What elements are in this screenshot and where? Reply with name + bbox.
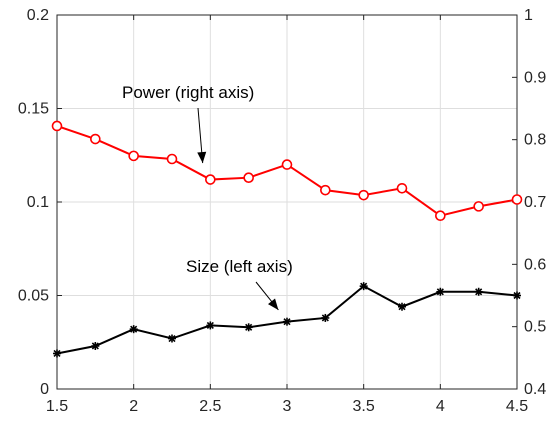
power-point — [473, 201, 484, 212]
annotation-size-arrow — [255, 281, 279, 311]
right-tick-label: 0.4 — [524, 381, 546, 398]
arrow-head — [197, 151, 207, 164]
size-point — [168, 334, 176, 343]
left-tick-label: 0.05 — [18, 288, 49, 305]
annotation-power: Power (right axis) — [122, 83, 254, 102]
left-tick-label: 0.1 — [27, 194, 49, 211]
right-tick-label: 0.9 — [524, 69, 546, 86]
power-point — [320, 184, 331, 196]
power-series — [51, 120, 523, 222]
size-point — [206, 321, 215, 330]
size-point — [283, 317, 291, 326]
power-point — [396, 182, 408, 194]
asterisk-stroke — [398, 303, 406, 311]
asterisk-stroke — [436, 288, 444, 296]
right-tick-label: 0.8 — [524, 132, 546, 149]
asterisk-stroke — [360, 282, 368, 290]
power-point — [128, 150, 139, 162]
asterisk-stroke — [475, 288, 483, 296]
power-point — [243, 172, 254, 183]
x-tick-label: 3.5 — [353, 398, 375, 415]
size-point — [53, 349, 61, 358]
x-tick-label: 4 — [436, 398, 445, 415]
left-tick-label: 0.2 — [27, 7, 49, 24]
size-point — [436, 287, 445, 296]
asterisk-stroke — [168, 334, 176, 343]
size-point — [321, 313, 330, 322]
asterisk-stroke — [321, 314, 329, 322]
power-point — [511, 194, 523, 205]
size-point — [513, 291, 521, 300]
x-tick-label: 4.5 — [506, 398, 528, 415]
series-layer — [51, 120, 523, 358]
asterisk-stroke — [130, 325, 138, 333]
right-tick-label: 0.7 — [524, 194, 546, 211]
asterisk-stroke — [283, 318, 291, 326]
x-tick-label: 2 — [129, 398, 138, 415]
size-series — [53, 282, 521, 358]
asterisk-stroke — [245, 323, 253, 331]
power-point — [358, 189, 369, 201]
power-point — [281, 159, 293, 170]
x-tick-label: 2.5 — [199, 398, 221, 415]
size-point — [129, 325, 138, 334]
power-point — [166, 153, 178, 165]
power-point — [435, 210, 446, 222]
annotations: Power (right axis) Size (left axis) — [122, 83, 293, 311]
size-point — [474, 287, 483, 296]
right-tick-label: 1 — [524, 7, 533, 24]
x-tick-label: 1.5 — [46, 398, 68, 415]
asterisk-stroke — [206, 321, 214, 329]
power-point — [90, 133, 101, 145]
tick-labels: 1.5 2 2.5 3 3.5 4 4.5 0 0.05 0.1 0.15 0.2 0.4 0.5 0.6 0… — [18, 7, 546, 415]
annotation-power-arrow — [197, 107, 207, 164]
size-point — [398, 302, 406, 311]
asterisk-stroke — [91, 342, 99, 350]
left-tick-label: 0.15 — [18, 101, 49, 118]
asterisk-stroke — [53, 349, 61, 358]
right-tick-label: 0.6 — [524, 256, 546, 273]
annotation-size: Size (left axis) — [186, 257, 293, 276]
power-point — [51, 120, 63, 132]
x-tick-label: 3 — [283, 398, 292, 415]
power-point — [205, 174, 216, 185]
arrow-head — [268, 298, 279, 310]
size-point — [244, 323, 253, 332]
left-tick-label: 0 — [40, 381, 49, 398]
right-tick-label: 0.5 — [524, 319, 546, 336]
asterisk-stroke — [513, 291, 521, 300]
size-point — [359, 282, 368, 291]
size-point — [91, 341, 100, 350]
